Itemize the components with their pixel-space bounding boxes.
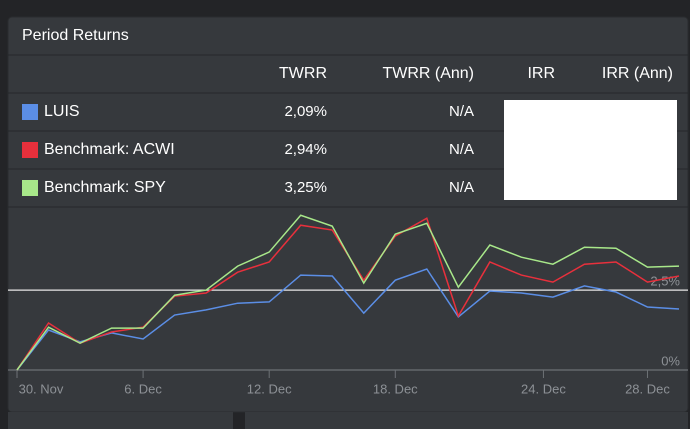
column-header: IRR <box>527 65 555 82</box>
chart: 0%2,5%30. Nov 6. Dec 12. Dec 18. Dec 24. Dec… <box>8 214 688 396</box>
table: TWRR TWRR (Ann) IRR IRR (Ann) LUIS 2,09% N/A Be… <box>22 65 673 196</box>
panel-title: Period Returns <box>22 27 129 44</box>
next-panel <box>245 412 688 429</box>
legend-swatch <box>22 180 38 196</box>
column-header: TWRR (Ann) <box>382 65 474 82</box>
legend-swatch <box>22 142 38 158</box>
x-tick-label: 12. Dec <box>247 381 292 396</box>
x-tick-label: 6. Dec <box>124 381 162 396</box>
series-line <box>16 214 680 371</box>
x-tick-label: 28. Dec <box>625 381 670 396</box>
y-tick-label: 0% <box>661 353 680 368</box>
row-label: LUIS <box>44 103 80 120</box>
legend-swatch <box>22 104 38 120</box>
cell: N/A <box>449 103 474 120</box>
cell: 3,25% <box>284 179 327 196</box>
row-label: Benchmark: SPY <box>44 179 166 196</box>
column-header: IRR (Ann) <box>602 65 673 82</box>
cell: 2,94% <box>284 141 327 158</box>
cell: N/A <box>449 141 474 158</box>
redaction <box>504 100 677 200</box>
x-tick-label: 30. Nov <box>19 381 64 396</box>
next-panel <box>8 412 233 429</box>
x-tick-label: 18. Dec <box>373 381 418 396</box>
x-tick-label: 24. Dec <box>521 381 566 396</box>
column-header: TWRR <box>279 65 327 82</box>
panel <box>7 16 689 413</box>
row-label: Benchmark: ACWI <box>44 141 175 158</box>
cell: N/A <box>449 179 474 196</box>
cell: 2,09% <box>284 103 327 120</box>
series-line <box>16 268 680 371</box>
